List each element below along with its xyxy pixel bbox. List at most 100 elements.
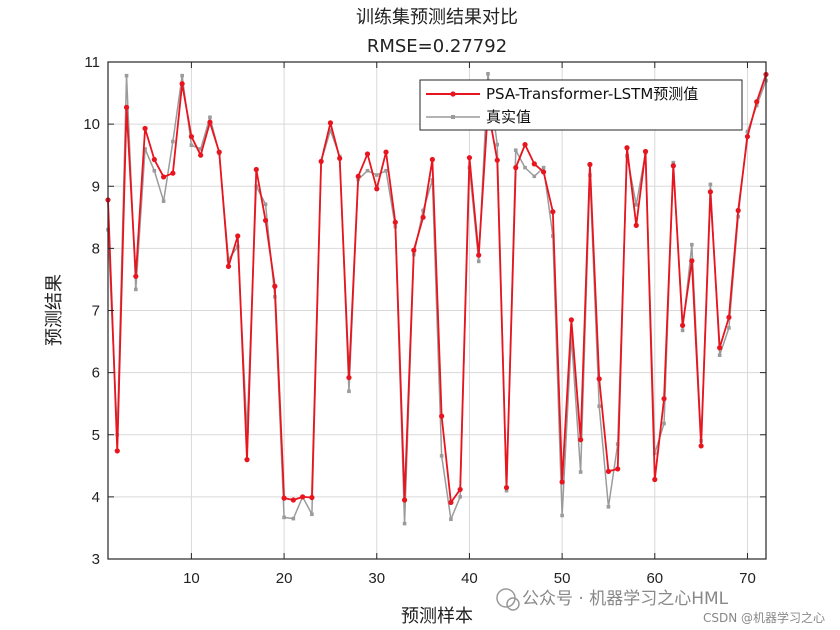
point-actual <box>291 516 296 521</box>
point-actual <box>189 143 194 148</box>
point-predicted <box>337 155 343 161</box>
wechat-icon-bubble <box>506 597 520 611</box>
point-predicted <box>578 437 584 443</box>
point-predicted <box>707 189 713 195</box>
x-tick-label: 70 <box>739 570 756 587</box>
point-predicted <box>735 207 741 214</box>
x-tick-label: 30 <box>368 570 385 587</box>
point-predicted <box>411 247 417 253</box>
point-predicted <box>615 466 621 472</box>
point-actual <box>347 389 351 394</box>
x-axis-label: 预测样本 <box>401 606 473 627</box>
point-actual <box>124 73 129 78</box>
point-predicted <box>225 263 232 269</box>
point-predicted <box>300 494 306 500</box>
point-predicted <box>513 165 519 171</box>
point-predicted <box>364 151 371 157</box>
point-predicted <box>624 145 630 151</box>
point-actual <box>708 182 713 187</box>
point-predicted <box>253 166 259 173</box>
x-tick-label: 60 <box>646 570 663 587</box>
point-actual <box>161 199 166 203</box>
point-predicted <box>207 119 213 125</box>
point-actual <box>541 165 546 170</box>
point-predicted <box>123 104 130 110</box>
point-predicted <box>568 317 574 323</box>
point-actual <box>310 512 314 517</box>
point-predicted <box>151 156 157 163</box>
point-actual <box>449 517 453 522</box>
legend: PSA-Transformer-LSTM预测值 真实值 <box>419 79 743 131</box>
chart-subtitle: RMSE=0.27792 <box>367 36 507 57</box>
point-actual <box>263 202 268 207</box>
point-actual <box>384 168 388 173</box>
point-actual <box>560 513 564 518</box>
point-actual <box>328 128 333 133</box>
point-predicted <box>476 252 482 258</box>
point-predicted <box>494 157 500 163</box>
point-actual <box>402 521 407 526</box>
y-tick-label: 6 <box>92 365 100 382</box>
point-predicted <box>726 314 732 320</box>
point-predicted <box>170 170 176 176</box>
point-predicted <box>198 152 204 158</box>
point-actual <box>458 495 462 499</box>
series-line-predicted <box>107 74 767 504</box>
point-actual <box>152 168 157 173</box>
x-tick-label: 20 <box>276 570 293 587</box>
point-predicted <box>235 233 241 239</box>
point-predicted <box>188 133 195 140</box>
point-predicted <box>661 396 667 402</box>
series-predicted <box>105 71 769 506</box>
point-predicted <box>392 219 398 225</box>
legend-marker-predicted <box>450 91 456 97</box>
legend-marker-actual <box>451 115 455 119</box>
point-predicted <box>596 376 602 382</box>
point-predicted <box>457 486 463 493</box>
point-predicted <box>605 468 612 475</box>
point-actual <box>745 129 750 134</box>
point-actual <box>486 72 490 76</box>
point-predicted <box>503 484 510 491</box>
point-predicted <box>355 173 361 179</box>
point-predicted <box>717 345 723 351</box>
point-actual <box>690 242 694 247</box>
point-predicted <box>531 161 537 167</box>
point-predicted <box>383 149 389 155</box>
point-predicted <box>439 413 445 419</box>
point-predicted <box>642 148 649 155</box>
point-predicted <box>587 161 593 168</box>
series-layer <box>105 71 769 526</box>
y-tick-label: 11 <box>84 54 100 71</box>
point-actual <box>208 115 212 120</box>
y-tick-label: 9 <box>92 178 100 195</box>
point-predicted <box>179 81 185 87</box>
point-actual <box>374 173 379 177</box>
x-tick-label: 10 <box>183 570 200 587</box>
point-predicted <box>652 476 658 483</box>
point-predicted <box>309 494 315 501</box>
point-actual <box>365 168 370 173</box>
y-tick-label: 5 <box>92 427 100 444</box>
point-predicted <box>114 448 120 454</box>
point-actual <box>680 328 685 333</box>
point-actual <box>180 73 184 78</box>
point-actual <box>504 488 509 493</box>
watermark: 公众号 · 机器学习之心HML CSDN @机器学习之心 <box>496 588 825 625</box>
point-actual <box>143 147 147 151</box>
point-actual <box>532 174 537 179</box>
point-predicted <box>142 125 148 132</box>
point-predicted <box>374 186 380 192</box>
point-predicted <box>670 163 676 169</box>
point-predicted <box>679 322 686 329</box>
legend-label-actual: 真实值 <box>486 108 531 126</box>
point-predicted <box>327 120 334 126</box>
point-actual <box>421 208 425 213</box>
point-actual <box>569 334 574 339</box>
point-actual <box>134 287 138 292</box>
point-predicted <box>429 156 435 163</box>
point-predicted <box>318 158 324 164</box>
point-actual <box>754 103 759 108</box>
chart-title: 训练集预测结果对比 <box>356 7 518 28</box>
